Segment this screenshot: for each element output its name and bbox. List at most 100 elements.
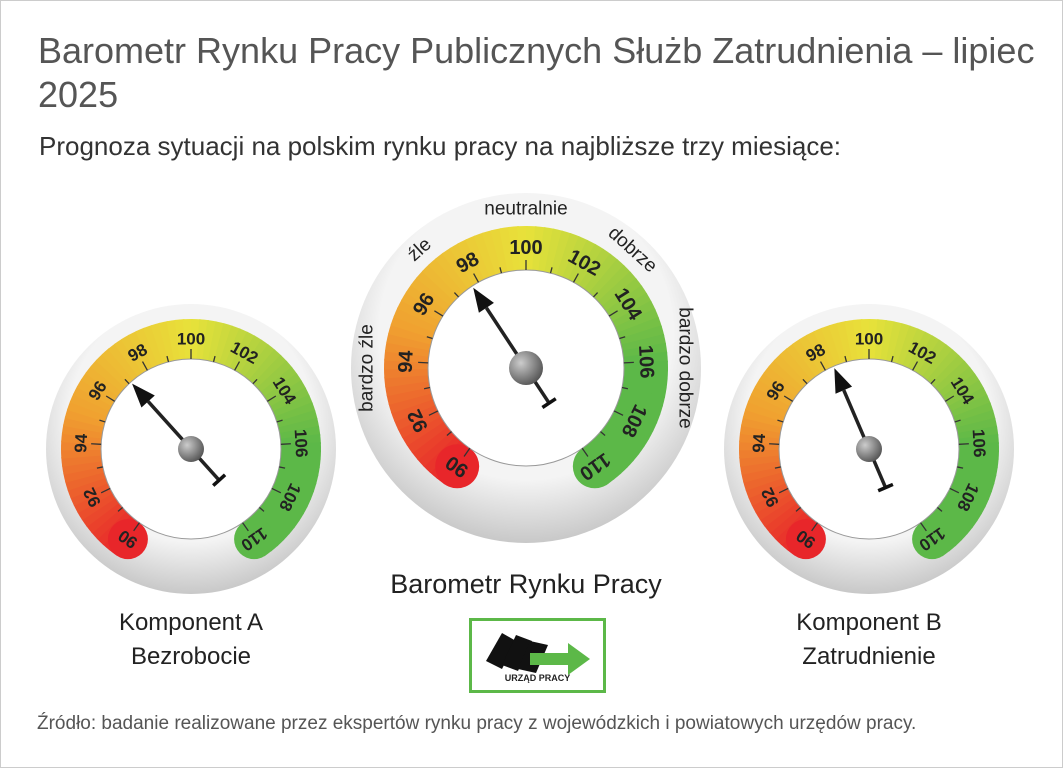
gauge-main-label: Barometr Rynku Pracy [390,569,662,599]
tick [549,267,553,274]
tick [453,292,460,298]
tick [844,355,848,363]
tick [266,395,277,402]
tick [117,506,123,512]
tick-label: 106 [969,429,989,458]
tick [769,443,780,445]
tick [133,522,140,532]
needle-tail [541,397,557,409]
zone-label: bardzo źle [357,324,378,412]
tick [920,522,927,532]
tick [426,336,433,340]
gauge-b-subname: Zatrudnienie [802,643,936,670]
tick [166,355,170,363]
tick [912,361,919,371]
tick [100,487,111,494]
tick [777,419,784,423]
tick [619,336,626,340]
tick [802,378,808,385]
gauge-a-name: Komponent A [118,609,264,636]
gauge-a-subname: Bezrobocie [130,643,252,670]
tick [795,506,801,512]
needle-arrow [132,383,155,408]
tick [418,361,429,364]
tick-label: 94 [749,433,769,453]
subtitle: Prognoza sytuacji na polskim rynku pracy… [39,131,842,161]
tick-label: 94 [395,349,418,373]
tick-label: 100 [177,330,205,349]
tick [96,466,103,469]
tick [141,361,148,371]
gauge-b-name: Komponent B [796,609,942,636]
tick [944,395,955,402]
tick [613,410,624,416]
tick [124,378,130,385]
tick [473,273,480,283]
band-cap [107,519,148,560]
needle-hub [509,351,543,385]
tick [242,522,249,532]
tick [91,443,102,445]
tick-label: 100 [509,237,542,259]
tick [279,466,286,469]
band-cap [572,444,617,489]
tick [811,522,818,532]
tick [819,361,826,371]
tick [446,431,452,437]
tick [276,419,283,423]
urzad-pracy-logo: URZĄD PRACY [469,618,606,693]
tick [99,419,106,423]
tick [608,310,618,317]
needle-arrow [834,368,853,394]
band-cap [912,519,953,560]
tick [623,361,634,364]
tick-label: 94 [71,433,91,453]
band-cap [234,519,275,560]
tick [890,355,894,363]
tick [212,355,216,363]
tick [428,410,439,416]
logo-text: URZĄD PRACY [504,673,571,683]
gauge-a-label: Komponent A Bezrobocie [91,606,291,674]
gauge-b-label: Komponent B Zatrudnienie [769,606,969,674]
zone-label: neutralnie [484,199,567,220]
tick [954,419,961,423]
tick [234,361,241,371]
tick [271,487,282,494]
tick [778,487,789,494]
tick [783,395,794,402]
tick [463,447,471,457]
tick [572,273,579,283]
tick [937,506,943,512]
tick [434,310,444,317]
tick [930,378,936,385]
tick-label: 106 [291,429,311,458]
tick [105,395,116,402]
tick [600,431,606,437]
needle-arrow [473,287,494,313]
tick [280,443,291,445]
tick-label: 106 [634,344,658,378]
tick [499,267,503,274]
needle-hub [856,436,882,462]
tick [774,466,781,469]
tick [259,506,265,512]
needle-hub [178,436,204,462]
tick [958,443,969,445]
page-title: Barometr Rynku Pracy Publicznych Służb Z… [38,30,1035,115]
needle-tail [212,473,227,487]
tick [621,386,629,390]
band-cap [435,444,480,489]
tick [949,487,960,494]
tick [252,378,258,385]
zone-label: bardzo dobrze [675,307,696,428]
tick [581,447,589,457]
band-cap [785,519,826,560]
tick [423,386,431,390]
tick [957,466,964,469]
